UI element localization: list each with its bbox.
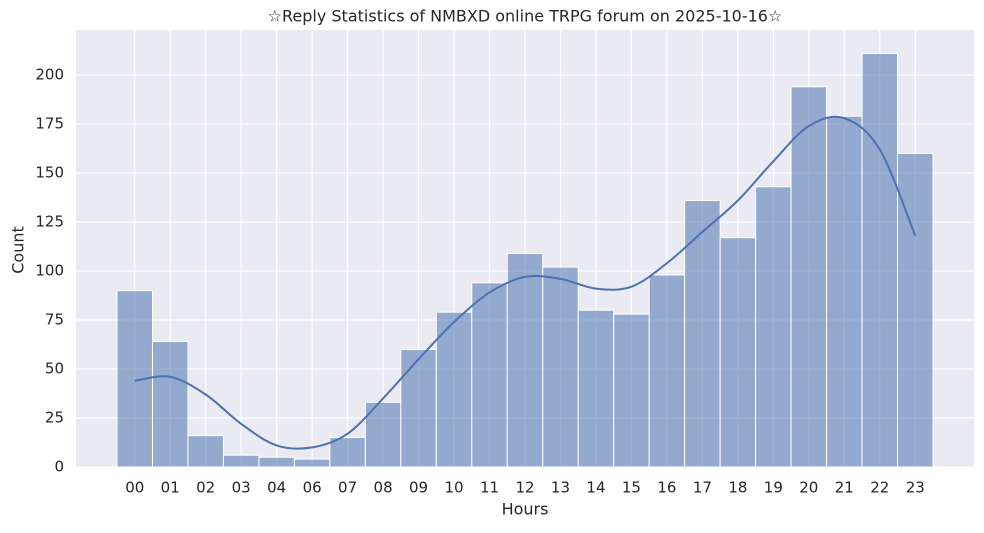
- bar: [471, 282, 508, 468]
- y-tick-label: 50: [45, 360, 64, 378]
- x-tick-label: 22: [870, 479, 889, 497]
- bar: [542, 266, 579, 468]
- x-tick-label: 14: [586, 479, 605, 497]
- x-tick-label: 04: [267, 479, 286, 497]
- x-tick-label: 15: [622, 479, 641, 497]
- bar: [222, 454, 260, 468]
- x-tick-label: 23: [906, 479, 925, 497]
- y-axis-label: Count: [9, 226, 28, 274]
- x-axis-label: Hours: [502, 500, 549, 519]
- x-tick-label: 12: [515, 479, 534, 497]
- x-tick-label: 10: [444, 479, 463, 497]
- bar: [826, 115, 863, 468]
- x-tick-label: 06: [303, 479, 322, 497]
- bar: [293, 458, 331, 468]
- y-tick-label: 200: [35, 66, 64, 84]
- bar: [364, 401, 402, 468]
- x-tick-label: 00: [125, 479, 144, 497]
- x-tick-label: 17: [693, 479, 712, 497]
- x-tick-label: 01: [161, 479, 180, 497]
- bar: [648, 274, 686, 468]
- x-tick-label: 03: [232, 479, 251, 497]
- x-tick-label: 20: [799, 479, 818, 497]
- x-tick-label: 07: [338, 479, 357, 497]
- y-tick-label: 100: [35, 262, 64, 280]
- x-tick-label: 08: [374, 479, 393, 497]
- bar: [187, 435, 224, 468]
- y-tick-label: 75: [45, 311, 64, 329]
- bar: [258, 456, 295, 468]
- y-tick-label: 175: [35, 115, 64, 133]
- x-tick-label: 18: [728, 479, 747, 497]
- bar: [435, 311, 473, 468]
- bar: [755, 186, 792, 468]
- bar: [790, 86, 828, 468]
- y-tick-label: 150: [35, 164, 64, 182]
- x-tick-label: 13: [551, 479, 570, 497]
- y-tick-label: 25: [45, 409, 64, 427]
- bar: [861, 53, 899, 468]
- x-tick-label: 16: [657, 479, 676, 497]
- y-tick-label: 0: [54, 458, 64, 476]
- chart-title: ☆Reply Statistics of NMBXD online TRPG f…: [268, 7, 783, 26]
- x-tick-label: 02: [196, 479, 215, 497]
- bar: [151, 341, 189, 468]
- kde-line: [134, 115, 917, 450]
- bar: [684, 199, 721, 468]
- bar: [613, 313, 650, 468]
- x-tick-label: 21: [835, 479, 854, 497]
- bar: [577, 309, 615, 468]
- bar: [329, 437, 366, 468]
- bar: [400, 348, 437, 468]
- bar: [506, 252, 544, 468]
- x-tick-label: 09: [409, 479, 428, 497]
- y-tick-label: 125: [35, 213, 64, 231]
- x-tick-label: 19: [764, 479, 783, 497]
- bar: [719, 237, 757, 468]
- x-tick-label: 11: [480, 479, 499, 497]
